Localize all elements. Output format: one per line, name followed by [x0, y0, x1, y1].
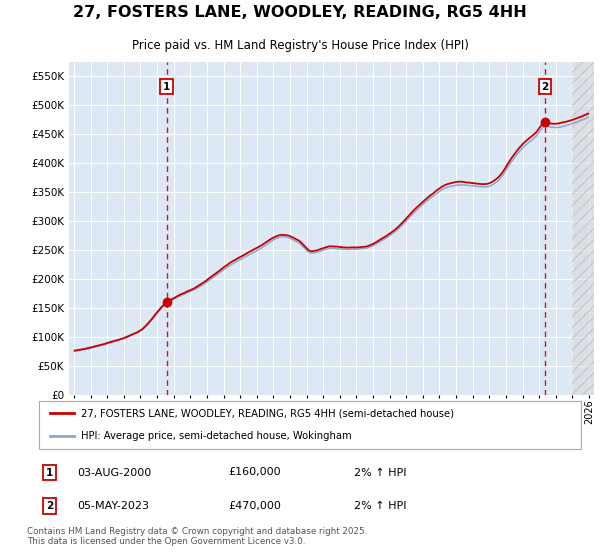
Text: 1: 1: [163, 82, 170, 92]
Text: £160,000: £160,000: [228, 468, 281, 478]
Text: Contains HM Land Registry data © Crown copyright and database right 2025.
This d: Contains HM Land Registry data © Crown c…: [27, 526, 367, 546]
Text: 2% ↑ HPI: 2% ↑ HPI: [355, 501, 407, 511]
Text: 2% ↑ HPI: 2% ↑ HPI: [355, 468, 407, 478]
Bar: [572, 62, 594, 395]
Text: 27, FOSTERS LANE, WOODLEY, READING, RG5 4HH: 27, FOSTERS LANE, WOODLEY, READING, RG5 …: [73, 6, 527, 20]
Text: 05-MAY-2023: 05-MAY-2023: [77, 501, 149, 511]
Text: 2: 2: [46, 501, 53, 511]
FancyBboxPatch shape: [39, 401, 581, 449]
Text: 2: 2: [541, 82, 548, 92]
Text: 03-AUG-2000: 03-AUG-2000: [77, 468, 151, 478]
Text: £470,000: £470,000: [228, 501, 281, 511]
Text: 27, FOSTERS LANE, WOODLEY, READING, RG5 4HH (semi-detached house): 27, FOSTERS LANE, WOODLEY, READING, RG5 …: [81, 408, 454, 418]
Text: 1: 1: [46, 468, 53, 478]
Text: HPI: Average price, semi-detached house, Wokingham: HPI: Average price, semi-detached house,…: [81, 431, 352, 441]
Text: Price paid vs. HM Land Registry's House Price Index (HPI): Price paid vs. HM Land Registry's House …: [131, 39, 469, 53]
